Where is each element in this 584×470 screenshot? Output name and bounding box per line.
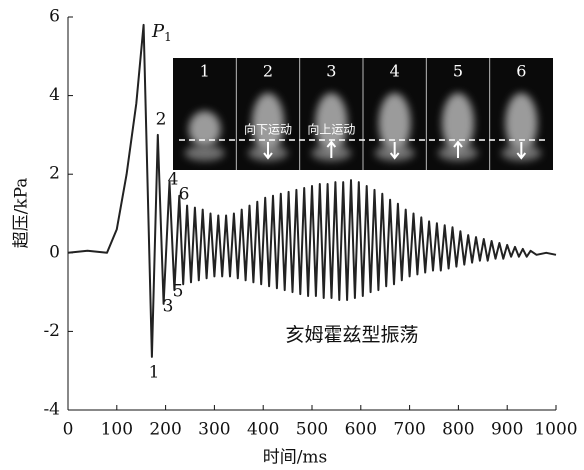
x-tick-label: 200 xyxy=(149,420,181,440)
flame xyxy=(188,111,221,147)
arrow-head xyxy=(453,140,463,148)
arrow-head xyxy=(516,152,527,160)
y-tick-label: 6 xyxy=(49,7,60,27)
flame xyxy=(442,93,474,153)
x-tick-label: 600 xyxy=(345,420,377,440)
point-label: 3 xyxy=(163,297,174,317)
x-tick-label: 1000 xyxy=(534,420,577,440)
oscillation-annotation: 亥姆霍兹型振荡 xyxy=(285,324,418,346)
point-label: 2 xyxy=(156,110,167,130)
point-label: 4 xyxy=(168,170,179,190)
panel-label: 6 xyxy=(516,62,526,81)
point-label: 6 xyxy=(179,185,190,205)
x-tick-label: 400 xyxy=(247,420,279,440)
flame xyxy=(315,93,348,153)
motion-label: 向上运动 xyxy=(307,122,355,137)
x-tick-label: 300 xyxy=(198,420,230,440)
x-tick-label: 800 xyxy=(442,420,474,440)
x-tick-label: 900 xyxy=(491,420,523,440)
panel-label: 5 xyxy=(453,62,463,81)
y-tick-label: 0 xyxy=(49,242,60,262)
y-axis-label: 超压/kPa xyxy=(12,178,32,249)
flame xyxy=(252,93,284,153)
arrow-head xyxy=(326,140,337,148)
peak-label-main: P xyxy=(151,21,165,42)
x-axis-label: 时间/ms xyxy=(263,448,328,468)
point-label: 1 xyxy=(149,363,160,383)
peak-label: P1 xyxy=(151,21,172,44)
panel-label: 1 xyxy=(200,62,210,81)
x-tick-label: 0 xyxy=(63,420,74,440)
arrow-head xyxy=(263,152,273,160)
flame xyxy=(505,93,538,153)
x-tick-label: 700 xyxy=(393,420,425,440)
x-tick-label: 500 xyxy=(296,420,328,440)
y-tick-label: -2 xyxy=(43,321,60,341)
flame-base xyxy=(184,145,225,161)
peak-label-sub: 1 xyxy=(164,30,172,44)
pressure-line xyxy=(67,23,557,358)
arrow-head xyxy=(389,152,400,160)
y-tick-label: 4 xyxy=(49,85,60,105)
motion-label: 向下运动 xyxy=(244,122,292,137)
inset-photo: 1 2 3 4 5 6 向下运动 向上运动 xyxy=(173,58,553,170)
y-tick-label: -4 xyxy=(43,400,60,420)
panel-label: 4 xyxy=(390,62,400,81)
panel-label: 2 xyxy=(263,62,273,81)
x-tick-label: 100 xyxy=(101,420,133,440)
flame xyxy=(378,93,411,153)
point-label: 5 xyxy=(173,282,184,302)
y-tick-label: 2 xyxy=(49,164,60,184)
panel-label: 3 xyxy=(326,62,336,81)
